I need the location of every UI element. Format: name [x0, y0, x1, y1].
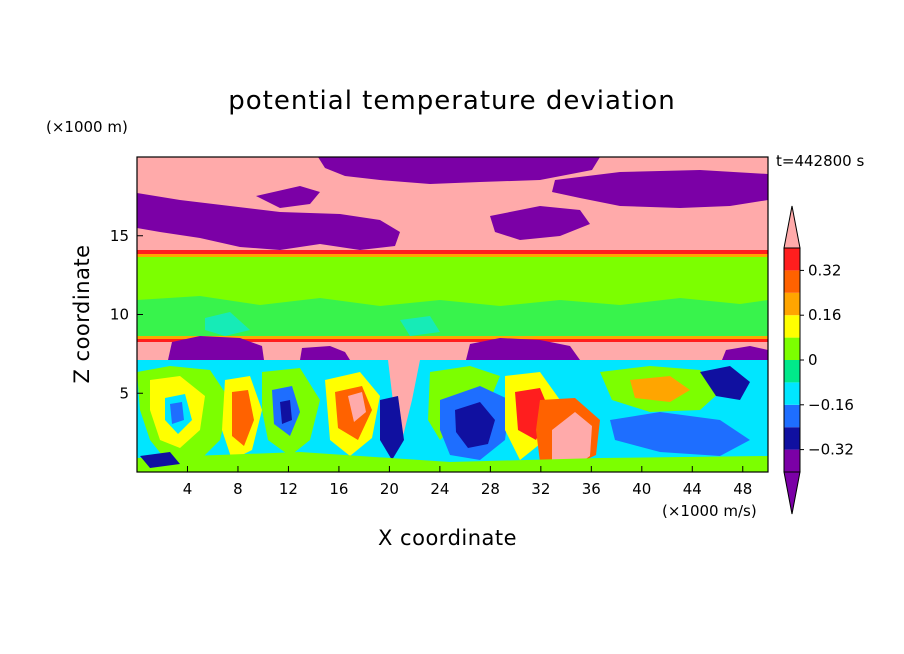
- eddy: [700, 366, 750, 400]
- eddy: [455, 402, 495, 448]
- inversion-line: [137, 250, 768, 254]
- contour-field: [137, 157, 768, 472]
- colorbar-label: −0.32: [808, 441, 854, 459]
- x-tick-label: 12: [279, 480, 298, 498]
- inversion-line: [137, 254, 768, 257]
- middle-layer-texture: [400, 316, 440, 336]
- inversion-line: [137, 336, 768, 339]
- x-tick-label: 44: [683, 480, 702, 498]
- y-tick-label: 5: [119, 384, 129, 402]
- x-tick-label: 28: [481, 480, 500, 498]
- colorbar-label: 0.32: [808, 261, 841, 279]
- eddy: [552, 412, 592, 470]
- x-tick-label: 36: [582, 480, 601, 498]
- colorbar-band: [784, 427, 800, 450]
- x-axis-unit: (×1000 m/s): [662, 502, 757, 520]
- eddy: [170, 402, 184, 424]
- eddy: [610, 412, 750, 456]
- eddy: [388, 360, 420, 440]
- upper-cold-blob: [137, 193, 400, 250]
- lower-cold-blob: [722, 346, 768, 360]
- colorbar-band: [784, 449, 800, 472]
- colorbar-band: [784, 404, 800, 428]
- colorbar-low-arrow: [783, 471, 801, 515]
- eddy: [380, 396, 404, 460]
- x-tick-label: 8: [233, 480, 243, 498]
- x-tick-label: 48: [733, 480, 752, 498]
- colorbar-label: −0.16: [808, 396, 854, 414]
- colorbar-band: [784, 360, 800, 383]
- lower-warm-layer: [137, 342, 768, 360]
- time-label: t=442800 s: [776, 152, 865, 170]
- colorbar-label: 0: [808, 351, 818, 369]
- inversion-line: [137, 339, 768, 342]
- colorbar-band: [784, 337, 800, 360]
- y-axis-unit: (×1000 m): [46, 118, 128, 136]
- colorbar-band: [784, 248, 800, 271]
- x-tick-label: 4: [183, 480, 193, 498]
- y-tick-label: 10: [110, 306, 129, 324]
- lower-cold-blob: [300, 346, 350, 360]
- lower-cold-blob: [466, 338, 580, 360]
- colorbar-band: [784, 292, 800, 316]
- y-tick-label: 15: [110, 227, 129, 245]
- x-tick-label: 32: [531, 480, 550, 498]
- eddy: [137, 452, 768, 472]
- upper-cold-blob: [490, 206, 590, 240]
- colorbar-label: 0.16: [808, 306, 841, 324]
- lower-cold-blob: [168, 336, 264, 360]
- middle-layer-texture: [137, 296, 768, 336]
- colorbar: 0.32 0.16 0 −0.16 −0.32: [783, 205, 854, 515]
- eddy: [348, 392, 366, 422]
- y-axis-ticks: 5 10 15: [110, 227, 143, 402]
- eddy: [630, 376, 690, 402]
- colorbar-band: [784, 270, 800, 293]
- middle-layer-texture: [205, 312, 250, 336]
- eddy: [232, 390, 254, 446]
- colorbar-band: [784, 382, 800, 405]
- colorbar-band: [784, 315, 800, 338]
- x-tick-label: 24: [430, 480, 449, 498]
- upper-cold-blob: [318, 157, 600, 184]
- colorbar-high-arrow: [783, 205, 801, 249]
- x-tick-label: 20: [380, 480, 399, 498]
- x-tick-label: 40: [632, 480, 651, 498]
- eddy: [280, 400, 292, 424]
- upper-cold-blob: [256, 186, 320, 208]
- x-tick-label: 16: [329, 480, 348, 498]
- x-axis-ticks: 4 8 12 16 20 24 28 32 36 40 44 48: [183, 466, 752, 498]
- x-axis-label: X coordinate: [378, 526, 518, 550]
- eddy: [140, 452, 180, 468]
- chart-title: potential temperature deviation: [228, 86, 676, 116]
- upper-cold-blob: [552, 170, 768, 208]
